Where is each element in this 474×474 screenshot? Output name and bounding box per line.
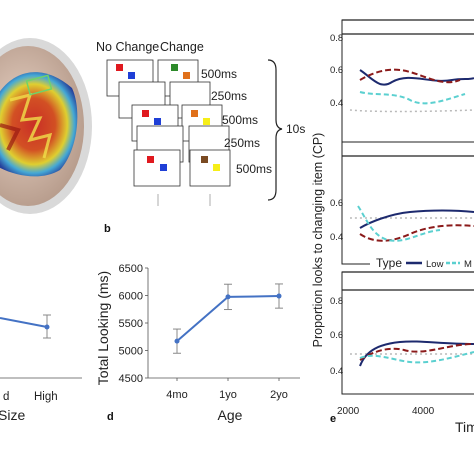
y-tick-label: 4500: [119, 373, 143, 385]
y-tick-label: 6500: [119, 263, 143, 275]
y-tick-label: 5500: [119, 318, 143, 330]
x-tick-label: 4000: [412, 406, 435, 417]
y-tick-label: 6000: [119, 291, 143, 303]
panel-label: b: [104, 223, 111, 235]
panel-b: No Change Change: [96, 40, 305, 235]
trial-row: [133, 149, 231, 187]
x-tick-label: 1yo: [219, 389, 237, 401]
y-tick-label: 0.8: [330, 33, 343, 44]
series-mid-line: [359, 68, 461, 84]
data-point: [276, 293, 282, 299]
y-tick-label: 0.6: [330, 65, 343, 76]
duration-label: 500ms: [201, 67, 237, 81]
legend-item: Low: [426, 259, 444, 270]
x-tick-label: 2yo: [270, 389, 288, 401]
facet-1: 0.8 0.6 0.4: [330, 19, 474, 143]
y-tick-label: 0.6: [330, 330, 343, 341]
y-tick-label: 0.4: [330, 98, 343, 109]
panel-c: d High Size: [0, 314, 82, 423]
red-square: [116, 64, 123, 71]
x-tick-label: d: [3, 391, 9, 403]
green-square: [171, 64, 178, 71]
facet-3: 0.8 0.6 0.4: [330, 271, 474, 395]
x-axis-label: Size: [0, 407, 25, 423]
y-tick-label: 0.4: [330, 366, 343, 377]
y-axis-label: Proportion looks to changing item (CP): [311, 133, 325, 348]
x-tick-label: 4mo: [166, 389, 187, 401]
x-axis-label: Age: [218, 407, 243, 423]
data-point: [44, 324, 50, 330]
duration-label: 500ms: [222, 113, 258, 127]
y-tick-label: 5000: [119, 346, 143, 358]
y-tick-label: 0.6: [330, 198, 343, 209]
duration-label: 250ms: [211, 89, 247, 103]
data-point: [174, 338, 180, 344]
x-axis-label: Tim: [455, 419, 474, 435]
legend-title: Type: [376, 256, 402, 270]
change-label: Change: [160, 40, 204, 54]
panel-label: e: [330, 413, 336, 425]
y-tick-label: 0.4: [330, 232, 343, 243]
no-change-label: No Change: [96, 40, 159, 54]
duration-label: 500ms: [236, 162, 272, 176]
orange-square: [183, 72, 190, 79]
x-tick-label: High: [34, 391, 58, 403]
y-axis-label: Total Looking (ms): [95, 271, 111, 385]
duration-label: 250ms: [224, 136, 260, 150]
panel-label: d: [107, 411, 114, 423]
blue-square: [128, 72, 135, 79]
legend: Type Low M: [370, 250, 474, 272]
facet-2: 0.6 0.4: [330, 141, 474, 265]
panel-d-chart: Total Looking (ms) Age d 4500 5000 5500 600…: [95, 263, 300, 423]
series-low-line: [359, 69, 474, 86]
time-brace: [267, 59, 283, 201]
total-duration-label: 10s: [286, 122, 305, 136]
legend-item: M: [464, 259, 472, 270]
series-high-line: [359, 91, 466, 105]
series-line: [0, 317, 48, 328]
panel-e: Proportion looks to changing item (CP) 0…: [311, 19, 474, 435]
panel-a-brain-image: [0, 38, 92, 214]
y-tick-label: 0.8: [330, 296, 343, 307]
data-point: [225, 294, 231, 300]
x-tick-label: 2000: [337, 406, 360, 417]
